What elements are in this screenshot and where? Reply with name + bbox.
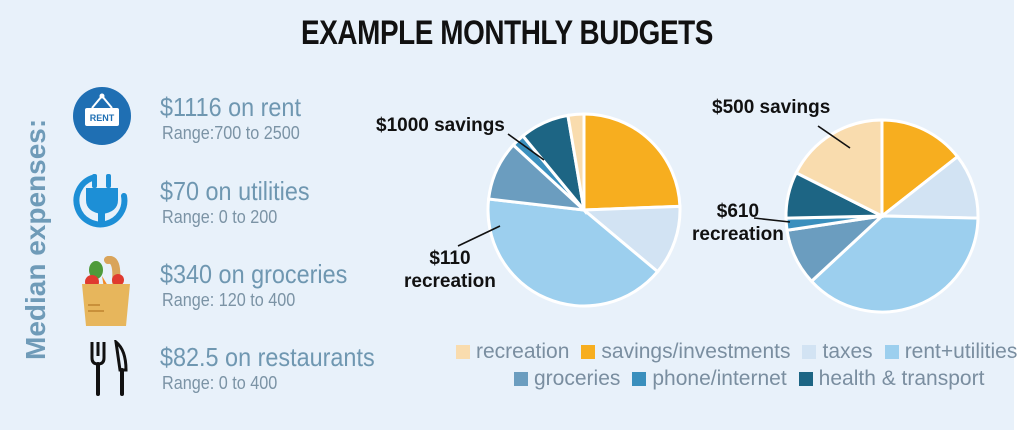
expense-utilities-range: Range: 0 to 200 (162, 207, 278, 227)
legend-label: groceries (534, 367, 621, 390)
legend-label: taxes (822, 340, 873, 363)
pie2-recreation-word: recreation (692, 224, 784, 245)
pie2-leader-line (817, 125, 851, 149)
legend-item-recreation: recreation (456, 340, 569, 364)
pie1-leader-line (457, 225, 501, 247)
plug-icon (72, 166, 136, 245)
legend-swatch (632, 372, 647, 386)
pie1-leader-line (507, 133, 545, 161)
legend-swatch (456, 345, 470, 359)
expense-restaurants-range: Range: 0 to 400 (162, 373, 278, 393)
pie2-recreation-label: $610 recreation (692, 200, 784, 246)
bottom-strip (0, 430, 1020, 438)
page-title: EXAMPLE MONTHLY BUDGETS (301, 14, 713, 52)
legend-item-health-transport: health & transport (798, 367, 985, 391)
pie2-slice-rent-utilities (809, 214, 980, 314)
pie1-recreation-word: recreation (404, 271, 496, 292)
pie2-recreation-amount: $610 (716, 201, 760, 222)
expense-utilities-main: $70 on utilities (160, 176, 310, 206)
legend-item-taxes: taxes (802, 340, 873, 364)
legend-item-phone-internet: phone/internet (632, 367, 787, 391)
expense-groceries-range: Range: 120 to 400 (162, 290, 296, 310)
legend-swatch (798, 372, 813, 386)
rent-sign-icon: RENT (72, 86, 132, 151)
pie1-slice-recreation (566, 112, 586, 211)
legend-row-1: recreation savings/investments taxes ren… (456, 340, 1020, 364)
pie2-savings-label: $500 savings (712, 97, 831, 118)
grocery-bag-icon (78, 255, 134, 333)
expense-restaurants-main: $82.5 on restaurants (160, 342, 375, 372)
legend-label: rent+utilities (904, 340, 1018, 363)
legend-item-groceries: groceries (514, 367, 620, 391)
pie2-slice-savings-investments (880, 118, 960, 220)
legend-swatch (581, 345, 596, 359)
pie1-slice-savings-investments (582, 112, 682, 212)
fork-knife-icon (86, 338, 132, 405)
legend-label: savings/investments (601, 340, 791, 363)
pie1-recreation-amount: $110 (429, 248, 471, 269)
pie-charts (457, 112, 980, 314)
svg-text:RENT: RENT (90, 113, 115, 123)
pie1-slice-rent-utilities (486, 197, 660, 308)
expense-rent-main: $1116 on rent (160, 92, 301, 122)
legend-label: phone/internet (652, 367, 787, 390)
pie2-leader-line (753, 217, 791, 223)
legend-label: health & transport (818, 367, 985, 390)
legend-swatch (802, 345, 817, 359)
pie1-savings-label: $1000 savings (376, 115, 505, 136)
legend-label: recreation (476, 340, 570, 363)
legend-swatch (884, 345, 899, 359)
pie2-slice-recreation (794, 118, 884, 219)
legend-item-rent-utilities: rent+utilities (884, 340, 1018, 364)
legend-row-2: groceries phone/internet health & transp… (514, 367, 996, 391)
expense-groceries-main: $340 on groceries (160, 259, 348, 289)
legend-item-savings: savings/investments (581, 340, 790, 364)
expense-rent-range: Range:700 to 2500 (162, 123, 300, 143)
pie1-recreation-label: $110 recreation (404, 247, 496, 293)
legend-swatch (514, 372, 528, 386)
